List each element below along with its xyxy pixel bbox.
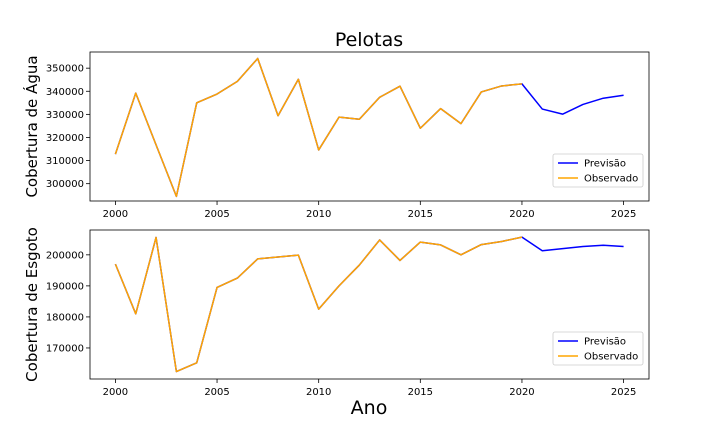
x-tick-label: 2015 <box>408 387 433 398</box>
legend-label: Previsão <box>584 337 626 348</box>
legend-label: Previsão <box>584 159 626 170</box>
y-tick-label: 190000 <box>46 281 84 292</box>
x-tick-label: 2010 <box>306 209 331 220</box>
series-line-observed <box>114 236 523 373</box>
y-tick-label: 340000 <box>46 87 84 98</box>
y-tick-label: 300000 <box>46 179 84 190</box>
x-tick-label: 2020 <box>509 209 534 220</box>
x-tick-label: 2010 <box>306 387 331 398</box>
y-tick-label: 330000 <box>46 110 84 121</box>
y-axis-label: Cobertura de Água <box>22 55 41 197</box>
chart-title: Pelotas <box>335 29 403 51</box>
y-tick-label: 320000 <box>46 133 84 144</box>
x-tick-label: 2025 <box>611 209 636 220</box>
y-axis-label: Cobertura de Esgoto <box>23 227 41 382</box>
legend-label: Observado <box>584 352 638 363</box>
y-tick-label: 180000 <box>46 312 84 323</box>
water-coverage-axes: 2000 2005 2010 2015 2020 2025 300000 310000 3200… <box>22 51 650 220</box>
x-tick-label: 2000 <box>103 387 128 398</box>
x-tick-label: 2005 <box>204 209 229 220</box>
x-tick-label: 2005 <box>204 387 229 398</box>
x-axis-label: Ano <box>351 397 388 419</box>
series-line-observed <box>114 57 523 198</box>
y-tick-label: 170000 <box>46 343 84 354</box>
plot-frame <box>89 51 650 202</box>
x-tick-label: 2025 <box>611 387 636 398</box>
y-tick-label: 200000 <box>46 250 84 261</box>
legend-label: Observado <box>584 174 638 185</box>
sewage-coverage-axes: 2000 2005 2010 2015 2020 2025 170000 180000 1900… <box>23 227 650 398</box>
x-tick-label: 2000 <box>103 209 128 220</box>
y-tick-label: 310000 <box>46 156 84 167</box>
plot-frame <box>89 229 650 380</box>
legend: Previsão Observado <box>552 153 644 188</box>
legend: Previsão Observado <box>552 331 644 366</box>
x-tick-label: 2020 <box>509 387 534 398</box>
x-tick-label: 2015 <box>408 209 433 220</box>
y-tick-label: 350000 <box>46 64 84 75</box>
